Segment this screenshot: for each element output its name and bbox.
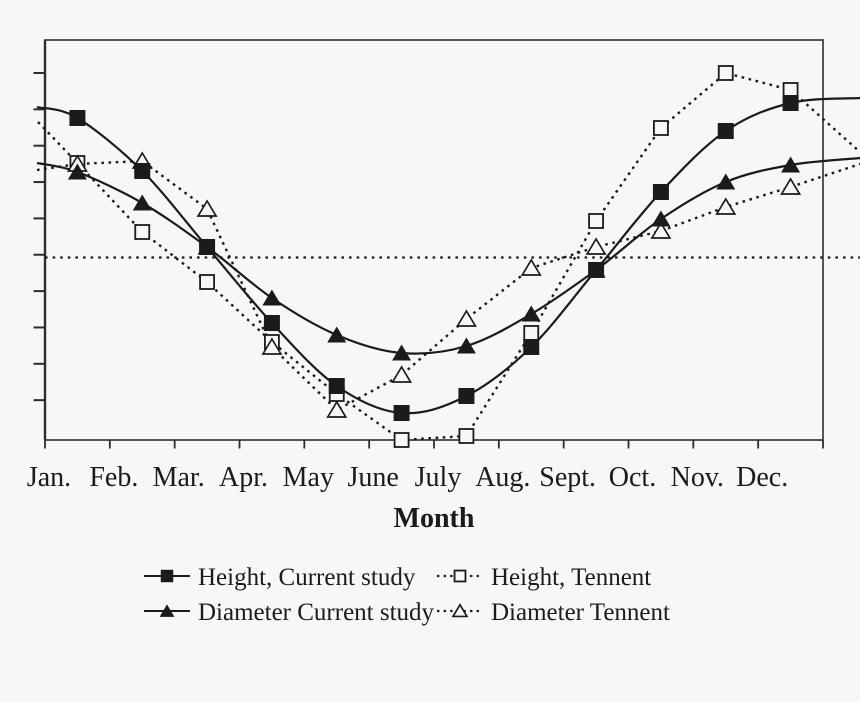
legend-swatch-height-current: [144, 569, 190, 583]
open-square-marker: [523, 325, 540, 341]
open-square-marker: [199, 274, 215, 290]
open-triangle-marker: [261, 337, 283, 355]
filled-triangle-marker: [132, 194, 152, 211]
open-square-marker: [653, 120, 669, 136]
open-triangle-marker: [455, 309, 477, 327]
month-label-nov: Nov.: [670, 462, 725, 493]
open-square-marker: [134, 224, 151, 240]
filled-triangle-marker: [262, 289, 282, 306]
month-label-july: July: [414, 462, 462, 493]
filled-square-marker: [717, 123, 734, 139]
filled-square-marker: [134, 163, 151, 179]
filled-square-marker: [199, 239, 216, 255]
series-curve-height-current: [36, 96, 860, 415]
filled-square-marker: [523, 339, 540, 355]
filled-square-marker: [328, 378, 345, 394]
series-markers-height-current: [69, 95, 799, 421]
month-label-oct: Oct.: [608, 462, 657, 493]
month-label-dec: Dec.: [736, 462, 789, 493]
open-square-marker: [588, 213, 604, 229]
series-markers-diameter-tennent: [66, 151, 802, 418]
filled-triangle-marker: [392, 344, 412, 361]
legend-swatch-height-tennent: [437, 569, 483, 583]
open-square-icon: [453, 569, 467, 583]
filled-square-marker: [588, 262, 605, 278]
filled-square-icon: [160, 569, 174, 583]
legend-label-height-current: Height, Current study: [198, 564, 416, 591]
open-triangle-icon: [451, 603, 469, 618]
month-label-june: June: [347, 462, 399, 493]
month-label-feb: Feb.: [89, 462, 139, 493]
month-label-may: May: [282, 462, 334, 493]
open-square-marker: [458, 428, 475, 444]
open-triangle-marker: [391, 365, 413, 383]
month-label-jan: Jan.: [26, 462, 72, 493]
open-triangle-marker: [780, 177, 802, 195]
legend-label-diameter-current: Diameter Current study: [198, 599, 435, 626]
month-label-apr: Apr.: [219, 462, 268, 493]
open-triangle-marker: [196, 199, 218, 217]
filled-triangle-icon: [159, 604, 175, 617]
filled-square-marker: [69, 110, 86, 126]
plot-border: [44, 39, 824, 441]
filled-triangle-marker: [521, 305, 541, 322]
open-triangle-marker: [715, 197, 737, 215]
open-square-marker: [782, 82, 799, 98]
month-label-aug: Aug.: [475, 462, 531, 493]
legend-label-height-tennent: Height, Tennent: [491, 564, 652, 591]
open-triangle-marker: [650, 221, 672, 239]
filled-triangle-marker: [716, 173, 736, 190]
filled-square-marker: [652, 184, 669, 200]
legend-swatch-diameter-current: [144, 604, 190, 617]
month-label-sept: Sept.: [539, 462, 597, 493]
series-curve-diameter-current: [36, 156, 860, 355]
filled-square-marker: [782, 95, 799, 111]
filled-triangle-marker: [327, 326, 347, 343]
filled-triangle-marker: [456, 337, 476, 354]
filled-triangle-marker: [651, 210, 671, 227]
filled-square-marker: [263, 315, 280, 331]
series-curve-diameter-tennent: [36, 159, 860, 412]
filled-triangle-marker: [781, 156, 801, 173]
filled-square-marker: [393, 405, 410, 421]
legend-label-diameter-tennent: Diameter Tennent: [491, 599, 670, 626]
open-square-marker: [393, 432, 410, 448]
open-triangle-marker: [520, 258, 542, 276]
filled-square-marker: [458, 388, 475, 404]
month-label-mar: Mar.: [152, 462, 205, 493]
open-triangle-marker: [585, 237, 607, 255]
x-axis-title: Month: [393, 503, 475, 534]
legend-swatch-diameter-tennent: [437, 603, 483, 618]
filled-triangle-marker: [67, 163, 87, 180]
open-square-marker: [717, 65, 734, 81]
open-triangle-marker: [326, 400, 348, 418]
